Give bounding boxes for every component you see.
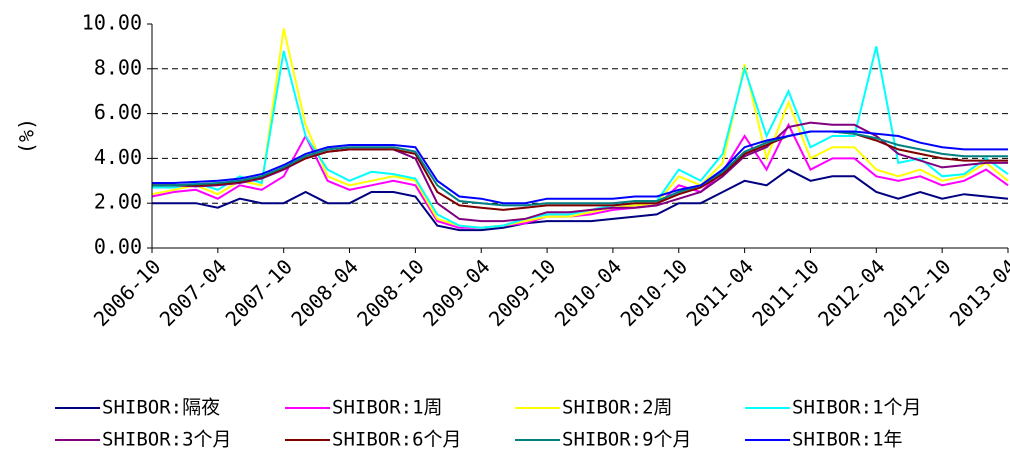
legend-label: SHIBOR:1个月 — [792, 397, 922, 419]
legend-label: SHIBOR:1年 — [792, 429, 903, 451]
x-tick-label: 2008-10 — [352, 254, 429, 331]
x-tick-label: 2011-10 — [747, 254, 824, 331]
y-tick-label: 8.00 — [94, 55, 142, 79]
x-tick-label: 2012-10 — [879, 254, 956, 331]
legend: SHIBOR:隔夜 SHIBOR:1周 SHIBOR:2周 SHIBOR:1个月 SHI… — [55, 397, 922, 451]
legend-label: SHIBOR:6个月 — [332, 429, 462, 451]
x-tick-label: 2009-10 — [484, 254, 561, 331]
x-tick-label: 2011-04 — [681, 254, 758, 331]
legend-label: SHIBOR:1周 — [332, 397, 443, 419]
series-line — [151, 122, 1009, 229]
x-tick-label: 2006-10 — [89, 254, 166, 331]
y-tick-label: 4.00 — [94, 145, 142, 169]
series-line — [152, 130, 1008, 211]
y-tick-label: 6.00 — [94, 100, 142, 124]
x-tick-label: 2012-04 — [813, 254, 890, 331]
x-tick-label: 2009-04 — [418, 254, 495, 331]
x-tick-label: 2010-10 — [616, 254, 693, 331]
legend-label: SHIBOR:9个月 — [562, 429, 692, 451]
x-tick-label: 2013-04 — [945, 254, 1010, 331]
series-line — [152, 168, 1009, 232]
x-tick-label: 2007-10 — [221, 254, 298, 331]
legend-label: SHIBOR:隔夜 — [102, 397, 220, 419]
series-line — [152, 130, 1008, 207]
series-line — [152, 130, 1008, 205]
x-tick-label: 2008-04 — [286, 254, 363, 331]
legend-label: SHIBOR:2周 — [562, 397, 673, 419]
series-line — [152, 46, 1009, 229]
x-tick-label: 2010-04 — [550, 254, 627, 331]
y-axis-label: (%) — [15, 118, 39, 154]
y-tick-label: 10.00 — [82, 11, 142, 35]
y-tick-label: 0.00 — [94, 235, 142, 259]
x-tick-label: 2007-04 — [155, 254, 232, 331]
y-tick-label: 2.00 — [94, 190, 142, 214]
series-line — [151, 28, 1009, 229]
legend-label: SHIBOR:3个月 — [102, 429, 232, 451]
